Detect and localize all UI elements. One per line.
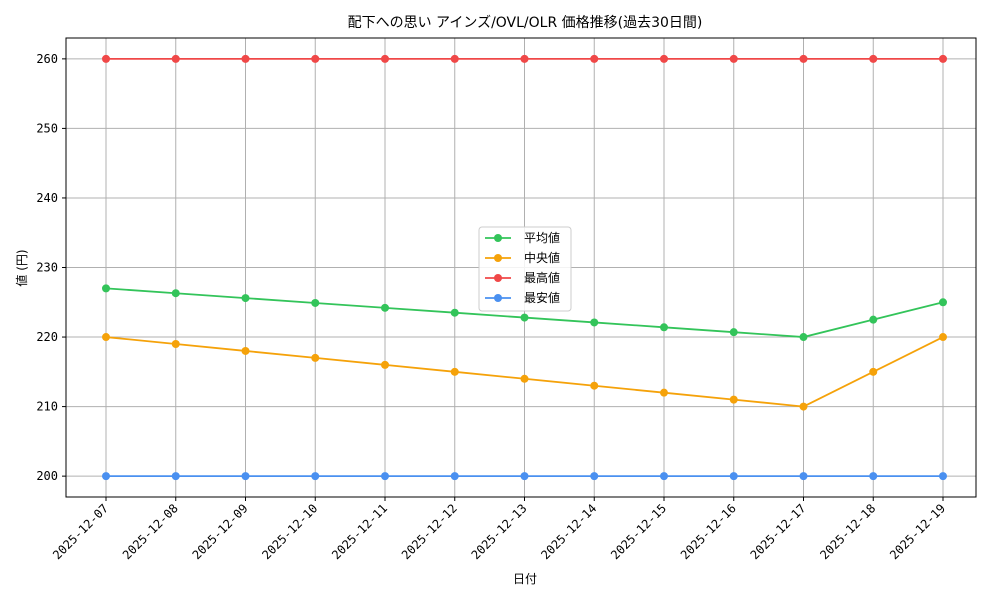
data-point (450, 367, 459, 376)
data-point (102, 472, 110, 481)
legend-label: 平均値 (524, 230, 560, 245)
legend-box (478, 226, 572, 312)
data-point (869, 367, 878, 376)
data-point (241, 346, 250, 355)
data-point (939, 472, 947, 481)
data-point (450, 54, 459, 63)
data-point (660, 323, 668, 332)
data-point (520, 374, 529, 383)
data-point (241, 472, 250, 481)
legend-swatch-marker (494, 274, 502, 282)
data-point (660, 472, 668, 481)
data-point (311, 54, 320, 63)
data-point (381, 303, 389, 312)
data-point (590, 318, 599, 327)
legend-swatch-marker (494, 234, 502, 242)
y-tick-label: 250 (36, 121, 58, 135)
data-point (381, 360, 389, 369)
data-point (450, 472, 459, 481)
data-point (869, 54, 878, 63)
data-point (939, 298, 947, 307)
data-point (171, 472, 180, 481)
x-axis-title: 日付 (513, 572, 537, 586)
data-point (381, 472, 389, 481)
data-point (102, 284, 110, 293)
series-layer (102, 54, 947, 481)
data-point (729, 395, 738, 404)
data-point (799, 472, 808, 481)
y-tick-label: 200 (36, 469, 58, 483)
data-point (939, 333, 947, 342)
data-point (660, 388, 668, 397)
data-point (799, 54, 808, 63)
legend-label: 最安値 (524, 290, 560, 305)
data-point (171, 54, 180, 63)
legend-label: 最高値 (524, 270, 560, 285)
chart-title: 配下への思い アインズ/OVL/OLR 価格推移(過去30日間) (348, 15, 703, 31)
y-tick-label: 240 (36, 191, 58, 205)
data-point (590, 54, 599, 63)
y-tick-label: 210 (36, 400, 58, 414)
data-point (799, 333, 808, 342)
data-point (939, 54, 947, 63)
data-point (241, 294, 250, 303)
data-point (869, 472, 878, 481)
data-point (799, 402, 808, 411)
data-point (520, 54, 529, 63)
y-axis-title: 値 (円) (14, 249, 29, 286)
legend-label: 中央値 (524, 250, 560, 265)
data-point (729, 54, 738, 63)
data-point (102, 333, 110, 342)
data-point (311, 472, 320, 481)
data-point (729, 472, 738, 481)
data-point (171, 340, 180, 348)
y-tick-label: 220 (36, 330, 58, 344)
data-point (381, 54, 389, 63)
y-tick-label: 230 (36, 261, 58, 275)
data-point (590, 381, 599, 390)
data-point (102, 54, 110, 63)
legend-swatch-marker (494, 254, 502, 262)
y-tick-label: 260 (36, 52, 58, 66)
data-point (311, 298, 320, 307)
data-point (520, 313, 529, 322)
data-point (311, 353, 320, 362)
legend-swatch-marker (494, 294, 502, 302)
data-point (520, 472, 529, 481)
data-point (171, 289, 180, 298)
data-point (241, 54, 250, 63)
data-point (729, 328, 738, 337)
data-point (450, 308, 459, 317)
data-point (660, 54, 668, 63)
data-point (869, 315, 878, 324)
data-point (590, 472, 599, 481)
